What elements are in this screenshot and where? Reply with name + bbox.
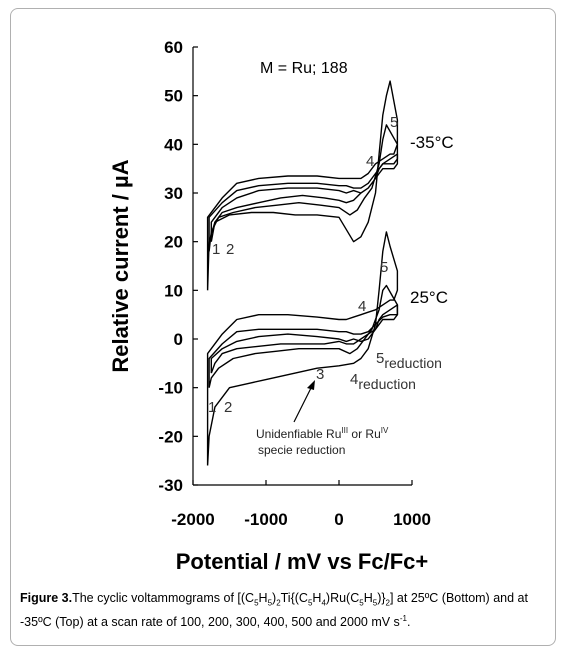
caption-text-1: The cyclic voltammograms of [(C: [72, 591, 255, 605]
y-tick-label: 40: [164, 135, 183, 154]
temp-label-top: -35°C: [410, 133, 454, 152]
unidentified-sup-1: III: [341, 426, 348, 435]
y-axis-title: Relative current / µA: [108, 159, 133, 372]
y-tick-label: 50: [164, 87, 183, 106]
reduction-5-number: 5: [376, 350, 384, 367]
y-tick-label: 10: [164, 281, 183, 300]
figure-caption: Figure 3.The cyclic voltammograms of [(C…: [20, 591, 528, 629]
peak-label-bottom-3: 3: [316, 366, 324, 383]
peak-label-bottom-5: 5: [380, 259, 388, 276]
cv-curve-top-3: [206, 80, 399, 291]
y-tick-label: -10: [158, 379, 183, 398]
reduction-label-5: 5reduction: [376, 350, 442, 371]
y-tick-label: 20: [164, 233, 183, 252]
unidentified-label-line2: specie reduction: [258, 443, 345, 457]
caption-unit-sup: -1: [399, 613, 407, 623]
unidentified-ru-1: Unidenfiable Ru: [256, 427, 341, 441]
unidentified-arrow: [293, 385, 313, 423]
y-ticks: -30 -20 -10 0 10 20 30 40 50 60: [158, 38, 198, 495]
peak-label-bottom-4: 4: [358, 298, 366, 315]
unidentified-sup-2: IV: [381, 426, 389, 435]
compound-label: M = Ru; 188: [260, 60, 348, 77]
figure-frame: [10, 8, 556, 646]
cv-curve-bottom-6: [206, 231, 399, 466]
peak-labels: 1 2 4 5 1 2 3 4 5: [208, 114, 398, 416]
unidentified-or: or Ru: [348, 427, 381, 441]
peak-label-bottom-2: 2: [224, 399, 232, 416]
y-tick-label: 0: [174, 330, 183, 349]
peak-label-top-2: 2: [226, 241, 234, 258]
cv-curve-top-1: [210, 153, 399, 242]
x-tick-label: -2000: [171, 510, 214, 529]
x-tick-label: -1000: [244, 510, 287, 529]
reduction-label-4: 4reduction: [350, 371, 416, 392]
peak-label-top-4: 4: [366, 153, 374, 170]
y-tick-label: 30: [164, 184, 183, 203]
temp-label-bottom: 25°C: [410, 288, 448, 307]
reduction-4-word: reduction: [358, 376, 416, 392]
cv-curve-top-2: [208, 124, 399, 252]
peak-label-top-1: 1: [212, 241, 220, 258]
cyclic-voltammogram-chart: -30 -20 -10 0 10 20 30 40 50 60 -2000 -1000 0 1000 R…: [108, 38, 454, 574]
unidentified-arrow-head: [307, 380, 315, 390]
x-axis-title: Potential / mV vs Fc/Fc+: [176, 549, 428, 574]
x-axis-title-text: Potential / mV vs Fc/Fc+: [176, 549, 428, 574]
y-tick-label: -30: [158, 476, 183, 495]
reduction-4-number: 4: [350, 371, 358, 388]
y-tick-label: 60: [164, 38, 183, 57]
caption-text-2: ] at 25ºC (Bottom) and at -35ºC (Top) at…: [20, 591, 528, 629]
caption-label: Figure 3.: [20, 591, 73, 605]
x-ticks: -2000 -1000 0 1000: [171, 480, 431, 529]
cv-curve-bottom-5: [208, 284, 399, 388]
peak-label-top-5: 5: [390, 114, 398, 131]
y-tick-label: -20: [158, 427, 183, 446]
cv-curve-bottom-4: [210, 304, 399, 374]
caption-end: .: [406, 614, 411, 629]
x-tick-label: 1000: [393, 510, 431, 529]
reduction-5-word: reduction: [384, 355, 442, 371]
series-group: [206, 80, 399, 466]
x-tick-label: 0: [334, 510, 343, 529]
unidentified-label-line1: Unidenfiable RuIII or RuIV: [256, 426, 389, 441]
peak-label-bottom-1: 1: [208, 399, 216, 416]
